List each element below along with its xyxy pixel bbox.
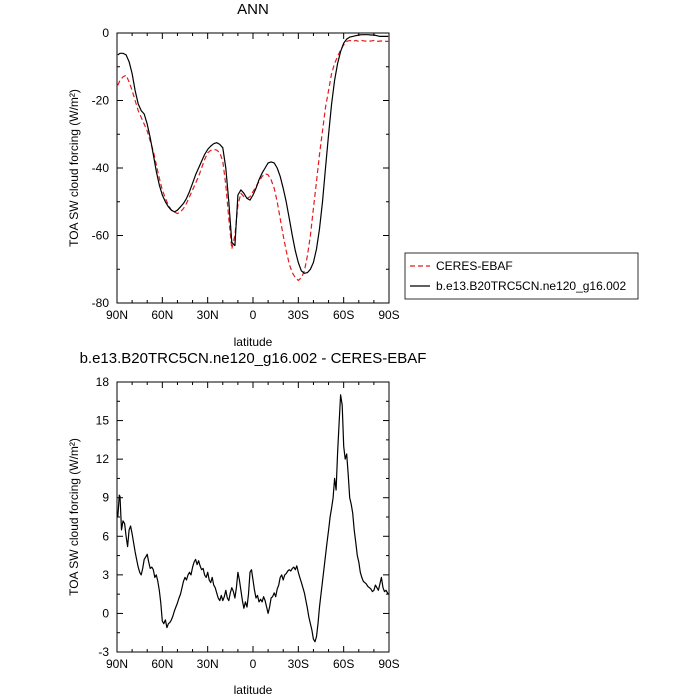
x-tick-label-bottom: 90N: [106, 657, 128, 671]
x-tick-label-top: 90S: [378, 308, 399, 322]
y-tick-label-bottom: 18: [96, 375, 110, 389]
plot-area-top: [117, 34, 389, 281]
ticks-bottom: 90N 60N 30N 0 30S 60S 90S 18 15 12 9 6 3 0 -3: [96, 375, 400, 671]
y-tick-label-bottom: 12: [96, 452, 110, 466]
x-tick-label-top: 0: [250, 308, 257, 322]
x-tick-label-bottom: 60N: [151, 657, 173, 671]
y-tick-label-bottom: 6: [102, 529, 109, 543]
x-tick-label-bottom: 0: [250, 657, 257, 671]
x-tick-label-top: 30S: [288, 308, 309, 322]
legend-label-model: b.e13.B20TRC5CN.ne120_g16.002: [436, 279, 626, 293]
x-tick-label-top: 90N: [106, 308, 128, 322]
y-tick-label-top: -60: [92, 229, 110, 243]
ticks-top: 90N 60N 30N 0 30S 60S 90S 0 -20 -40 -60 -80: [92, 26, 400, 322]
x-tick-label-bottom: 60S: [333, 657, 354, 671]
y-tick-label-bottom: 15: [96, 414, 110, 428]
x-axis-label-bottom: latitude: [234, 683, 273, 697]
series-line-top-b-e13-b20trc5cn-ne120-g16-002: [117, 34, 389, 274]
x-tick-label-top: 60N: [151, 308, 173, 322]
series-line-top-ceres-ebaf: [117, 39, 389, 281]
chart-title-top: ANN: [237, 1, 269, 18]
y-tick-label-bottom: 9: [102, 491, 109, 505]
y-tick-label-bottom: 3: [102, 568, 109, 582]
series-line-bottom-difference: [117, 394, 389, 643]
x-tick-label-top: 30N: [197, 308, 219, 322]
x-tick-label-bottom: 30S: [288, 657, 309, 671]
y-tick-label-top: -80: [92, 296, 110, 310]
y-tick-label-top: 0: [102, 26, 109, 40]
legend-label-ceres: CERES-EBAF: [436, 259, 513, 273]
chart-title-bottom: b.e13.B20TRC5CN.ne120_g16.002 - CERES-EB…: [80, 350, 427, 367]
plot-area-bottom: [117, 394, 389, 643]
plot-frame-top: [116, 32, 390, 304]
y-axis-label-top: TOA SW cloud forcing (W/m²): [67, 89, 81, 247]
y-tick-label-bottom: 0: [102, 606, 109, 620]
y-tick-label-top: -40: [92, 161, 110, 175]
x-axis-label-top: latitude: [234, 335, 273, 349]
plot-frame-bottom: [116, 381, 390, 653]
y-axis-label-bottom: TOA SW cloud forcing (W/m²): [67, 438, 81, 596]
x-tick-label-top: 60S: [333, 308, 354, 322]
chart-panel-top: ANN TOA SW cloud forcing (W/m²) latitude…: [67, 1, 639, 349]
legend: CERES-EBAF b.e13.B20TRC5CN.ne120_g16.002: [404, 252, 639, 300]
x-tick-label-bottom: 90S: [378, 657, 399, 671]
chart-panel-bottom: b.e13.B20TRC5CN.ne120_g16.002 - CERES-EB…: [67, 350, 426, 697]
y-tick-label-bottom: -3: [98, 645, 109, 659]
legend-box: [404, 252, 639, 300]
y-tick-label-top: -20: [92, 94, 110, 108]
x-tick-label-bottom: 30N: [197, 657, 219, 671]
